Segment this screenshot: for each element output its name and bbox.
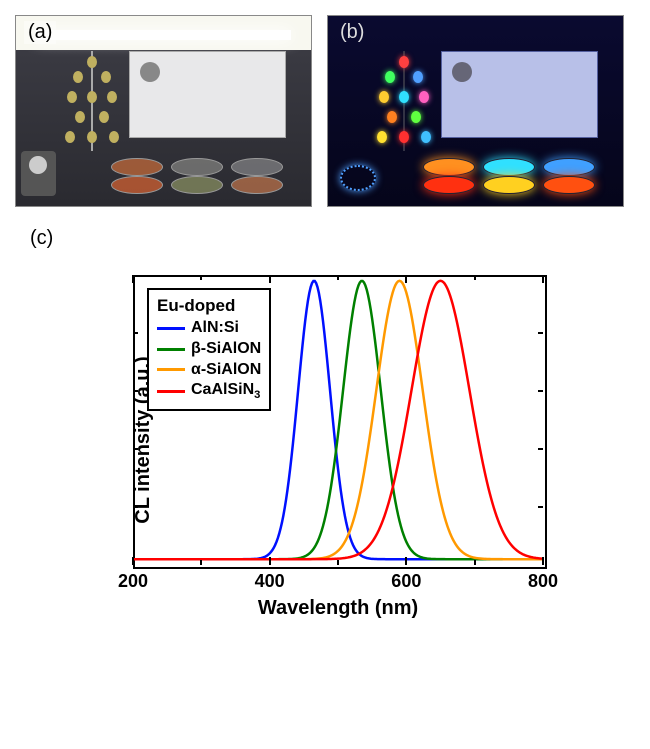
x-tick-label: 600 [391, 571, 421, 592]
petri-dish-glowing [543, 176, 595, 194]
petri-dish [171, 176, 223, 194]
instrument-icon [21, 151, 56, 196]
x-tick-label: 400 [255, 571, 285, 592]
petri-dish [231, 176, 283, 194]
petri-dish [111, 176, 163, 194]
petri-dish-glowing [483, 158, 535, 176]
legend-swatch [157, 368, 185, 371]
panel-a-label: (a) [24, 21, 56, 44]
x-tick-label: 200 [118, 571, 148, 592]
info-poster-b [441, 51, 598, 138]
petri-dish [171, 158, 223, 176]
panel-b-label: (b) [336, 21, 368, 44]
info-poster-a [129, 51, 286, 138]
legend-label: α-SiAlON [191, 360, 261, 381]
chart-container: CL intensity (a.u.) Eu-doped AlN:Siβ-SiA… [55, 260, 615, 620]
legend-label: β-SiAlON [191, 339, 261, 360]
petri-dish [111, 158, 163, 176]
panel-b-photo: (b) [327, 15, 624, 207]
petri-dish-glowing [483, 176, 535, 194]
legend-label: AlN:Si [191, 318, 239, 339]
legend-item: α-SiAlON [157, 360, 261, 381]
legend-box: Eu-doped AlN:Siβ-SiAlONα-SiAlONCaAlSiN3 [147, 288, 271, 411]
x-tick-label: 800 [528, 571, 558, 592]
x-axis-label: Wavelength (nm) [133, 597, 543, 620]
panel-a-photo: (a) [15, 15, 312, 207]
petri-dish-glowing [423, 158, 475, 176]
petri-dish [231, 158, 283, 176]
legend-label: CaAlSiN3 [191, 380, 260, 403]
fluorescent-tube [36, 30, 291, 40]
phosphor-tree-b [373, 51, 433, 151]
legend-swatch [157, 327, 185, 330]
legend-item: β-SiAlON [157, 339, 261, 360]
petri-dish-glowing [423, 176, 475, 194]
legend-item: CaAlSiN3 [157, 380, 261, 403]
legend-swatch [157, 390, 185, 393]
legend-item: AlN:Si [157, 318, 261, 339]
photo-row: (a) (b) [15, 15, 635, 207]
petri-dish-glowing [543, 158, 595, 176]
legend-title: Eu-doped [157, 296, 261, 316]
cl-spectrum-chart: CL intensity (a.u.) Eu-doped AlN:Siβ-SiA… [55, 260, 575, 620]
phosphor-tree-a [61, 51, 121, 151]
panel-c-label: (c) [30, 227, 635, 250]
uv-ring-icon [340, 165, 376, 191]
legend-swatch [157, 348, 185, 351]
